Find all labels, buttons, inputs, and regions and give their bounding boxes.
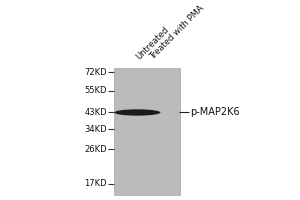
Text: 34KD: 34KD (84, 125, 107, 134)
Text: Untreated: Untreated (135, 25, 171, 61)
Text: 55KD: 55KD (84, 86, 107, 95)
Text: 17KD: 17KD (84, 179, 107, 188)
Text: p-MAP2K6: p-MAP2K6 (190, 107, 240, 117)
Bar (114, 68, 180, 195)
Text: 72KD: 72KD (84, 68, 107, 77)
Ellipse shape (114, 109, 160, 116)
Text: 26KD: 26KD (84, 145, 107, 154)
Text: Treated with PMA: Treated with PMA (148, 4, 206, 61)
Text: 43KD: 43KD (84, 108, 107, 117)
